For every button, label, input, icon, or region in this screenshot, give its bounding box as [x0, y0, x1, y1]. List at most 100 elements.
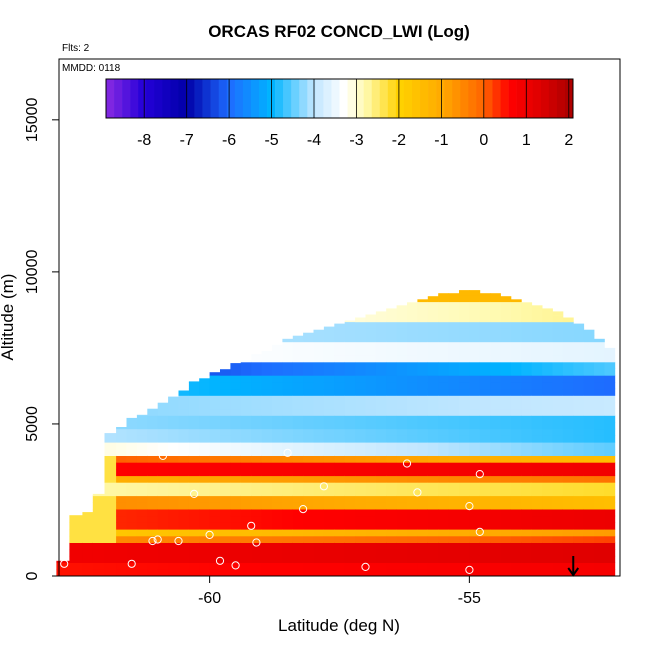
heatmap-cell	[448, 382, 460, 390]
heatmap-cell	[552, 422, 564, 430]
heatmap-cell	[469, 308, 481, 316]
heatmap-cell	[417, 502, 429, 510]
heatmap-cell	[407, 402, 418, 410]
heatmap-cell	[510, 328, 522, 336]
heatmap-cell	[417, 415, 429, 423]
heatmap-cell	[386, 395, 397, 403]
heatmap-cell	[573, 395, 585, 403]
heatmap-cell	[251, 462, 262, 470]
heatmap-cell	[438, 295, 449, 303]
heatmap-cell	[438, 529, 449, 537]
heatmap-cell	[92, 493, 105, 497]
heatmap-cell	[552, 562, 564, 570]
heatmap-cell	[427, 469, 439, 477]
heatmap-cell	[355, 448, 366, 456]
heatmap-cell	[479, 482, 491, 490]
heatmap-cell	[459, 475, 470, 483]
heatmap-cell	[69, 569, 83, 577]
heatmap-cell	[282, 448, 294, 456]
heatmap-cell	[209, 422, 221, 430]
heatmap-cell	[417, 535, 429, 543]
heatmap-cell	[438, 422, 449, 430]
heatmap-cell	[479, 435, 491, 443]
heatmap-cell	[396, 502, 408, 510]
heatmap-cell	[459, 368, 470, 376]
heatmap-cell	[479, 549, 491, 557]
heatmap-cell	[116, 427, 127, 430]
heatmap-cell	[282, 529, 294, 537]
heatmap-cell	[168, 515, 179, 523]
track-point	[475, 527, 484, 537]
heatmap-cell	[459, 422, 470, 430]
heatmap-cell	[168, 442, 179, 450]
heatmap-cell	[261, 402, 273, 410]
heatmap-cell	[292, 428, 304, 436]
heatmap-cell	[147, 549, 159, 557]
heatmap-cell	[500, 462, 512, 470]
heatmap-cell	[531, 455, 543, 463]
heatmap-cell	[344, 529, 356, 537]
heatmap-cell	[240, 462, 252, 470]
heatmap-cell	[375, 408, 387, 416]
heatmap-cell	[500, 435, 512, 443]
heatmap-cell	[104, 469, 117, 477]
heatmap-cell	[521, 442, 533, 450]
heatmap-cell	[157, 442, 169, 450]
heatmap-cell	[604, 569, 616, 577]
colorbar-segment	[452, 79, 461, 118]
heatmap-cell	[199, 482, 210, 490]
heatmap-cell	[542, 542, 553, 550]
heatmap-cell	[282, 482, 294, 490]
heatmap-cell	[500, 368, 512, 376]
heatmap-cell	[157, 428, 169, 436]
heatmap-cell	[334, 422, 346, 430]
heatmap-cell	[490, 428, 501, 436]
heatmap-cell	[386, 402, 397, 410]
heatmap-cell	[136, 422, 148, 430]
heatmap-cell	[417, 395, 429, 403]
track-point	[60, 559, 69, 568]
heatmap-cell	[136, 482, 148, 490]
heatmap-cell	[116, 462, 127, 470]
heatmap-cell	[552, 382, 564, 390]
heatmap-cell	[510, 348, 522, 356]
heatmap-cell	[261, 375, 273, 383]
heatmap-cell	[251, 422, 262, 430]
heatmap-cell	[438, 549, 449, 557]
heatmap-cell	[261, 428, 273, 436]
heatmap-cell	[230, 363, 242, 369]
heatmap-cell	[220, 415, 231, 423]
heatmap-cell	[220, 462, 231, 470]
heatmap-cell	[448, 402, 460, 410]
flights-label: Flts: 2	[62, 43, 90, 54]
heatmap-cell	[292, 509, 304, 517]
heatmap-cell	[313, 535, 325, 543]
heatmap-cell	[583, 569, 595, 577]
heatmap-cell	[344, 368, 356, 376]
track-point	[205, 530, 214, 540]
heatmap-cell	[136, 495, 148, 503]
heatmap-cell	[375, 509, 387, 517]
heatmap-cell	[417, 335, 429, 343]
heatmap-cell	[396, 569, 408, 577]
heatmap-cell	[240, 408, 252, 416]
heatmap-cell	[500, 562, 512, 570]
heatmap-cell	[365, 335, 377, 343]
heatmap-cell	[303, 549, 314, 557]
heatmap-cell	[344, 555, 356, 563]
heatmap-cell	[104, 475, 117, 483]
heatmap-cell	[479, 422, 491, 430]
heatmap-cell	[334, 529, 346, 537]
heatmap-cell	[552, 428, 564, 436]
heatmap-cell	[604, 448, 616, 456]
heatmap-cell	[396, 375, 408, 383]
heatmap-cell	[303, 382, 314, 390]
heatmap-cell	[427, 529, 439, 537]
heatmap-cell	[479, 428, 491, 436]
heatmap-cell	[531, 435, 543, 443]
heatmap-cell	[469, 301, 481, 309]
heatmap-cell	[303, 555, 314, 563]
heatmap-cell	[272, 375, 283, 383]
x-axis: -60 -55	[198, 576, 481, 607]
heatmap-cell	[594, 375, 605, 383]
